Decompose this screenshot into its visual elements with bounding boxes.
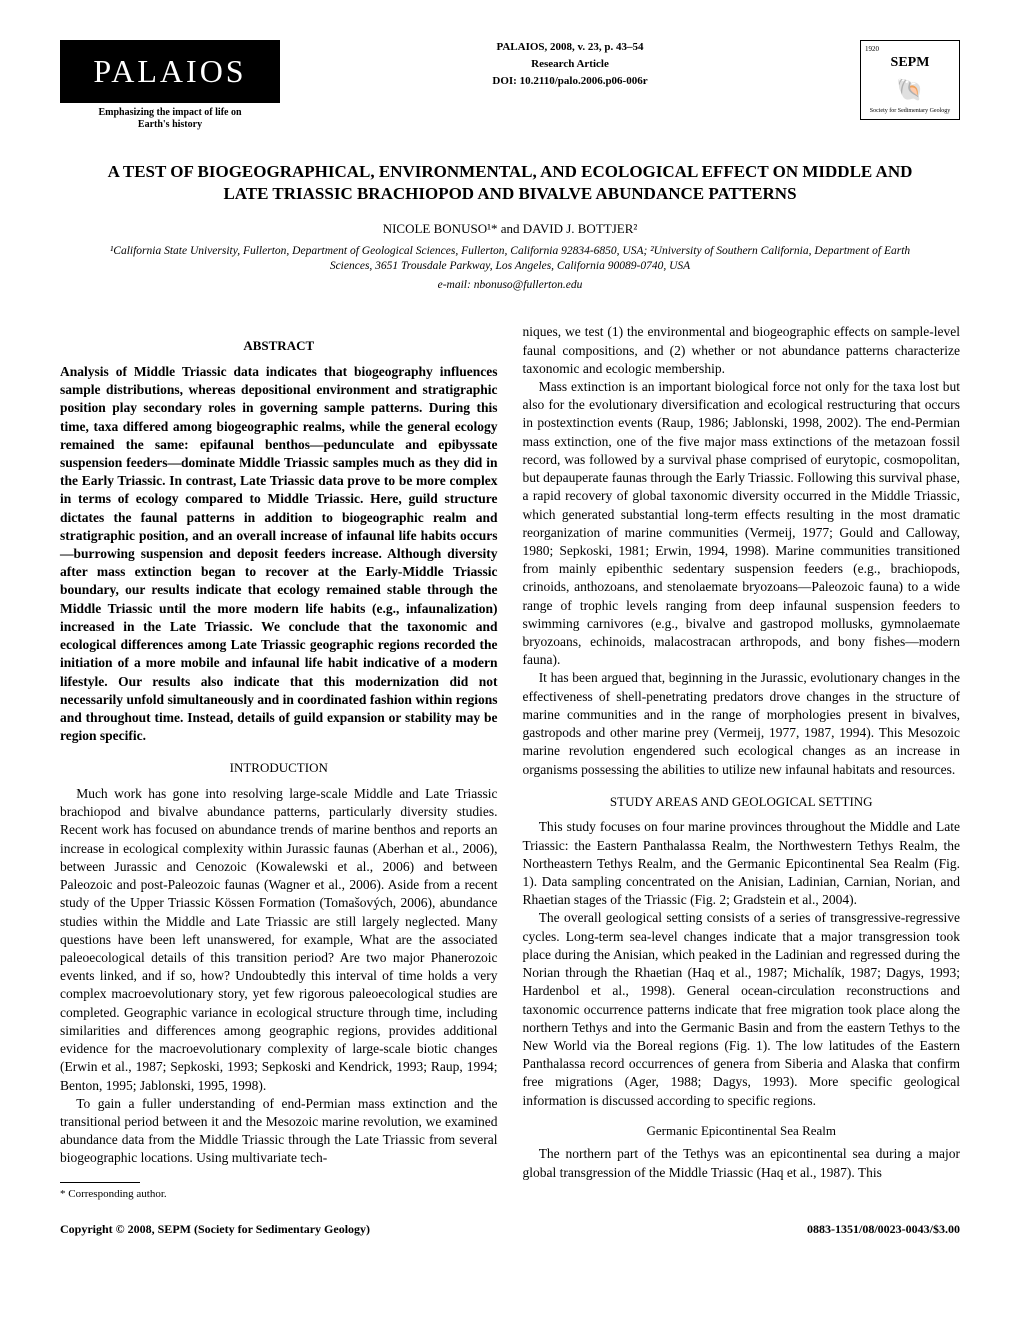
study-paragraph-2: The overall geological setting consists … [523,909,961,1109]
sepm-logo: 1920 SEPM 🐚 Society for Sedimentary Geol… [860,40,960,120]
footnote-separator [60,1182,140,1183]
sepm-subtitle: Society for Sedimentary Geology [865,107,955,115]
germanic-paragraph-1: The northern part of the Tethys was an e… [523,1145,961,1181]
col2-paragraph-3: It has been argued that, beginning in th… [523,669,961,778]
author-email: e-mail: nbonuso@fullerton.edu [60,278,960,294]
col2-continuation: niques, we test (1) the environmental an… [523,323,961,378]
intro-paragraph-2: To gain a fuller understanding of end-Pe… [60,1095,498,1168]
study-paragraph-1: This study focuses on four marine provin… [523,818,961,909]
sepm-year: 1920 [865,45,955,54]
journal-tagline: Emphasizing the impact of life on Earth'… [60,107,280,131]
abstract-text: Analysis of Middle Triassic data indicat… [60,363,498,746]
doi-line: DOI: 10.2110/palo.2006.p06-006r [420,74,720,89]
affiliations: ¹California State University, Fullerton,… [90,244,930,274]
page-footer: Copyright © 2008, SEPM (Society for Sedi… [60,1221,960,1237]
col2-paragraph-2: Mass extinction is an important biologic… [523,378,961,670]
intro-paragraph-1: Much work has gone into resolving large-… [60,785,498,1095]
article-type: Research Article [420,57,720,72]
germanic-subheading: Germanic Epicontinental Sea Realm [523,1122,961,1140]
abstract-heading: ABSTRACT [60,337,498,355]
journal-logo: PALAIOS [60,40,280,103]
body-columns: ABSTRACT Analysis of Middle Triassic dat… [60,323,960,1201]
header-citation-block: PALAIOS, 2008, v. 23, p. 43–54 Research … [420,40,720,89]
sepm-shell-icon: 🐚 [865,75,955,105]
corresponding-author-footnote: * Corresponding author. [60,1187,498,1202]
page-header: PALAIOS Emphasizing the impact of life o… [60,40,960,131]
study-areas-heading: STUDY AREAS AND GEOLOGICAL SETTING [523,793,961,811]
author-line: NICOLE BONUSO¹* and DAVID J. BOTTJER² [60,220,960,238]
introduction-heading: INTRODUCTION [60,759,498,777]
sepm-text: SEPM [865,54,955,73]
issn-line: 0883-1351/08/0023-0043/$3.00 [807,1221,960,1237]
citation-line: PALAIOS, 2008, v. 23, p. 43–54 [420,40,720,55]
journal-logo-block: PALAIOS Emphasizing the impact of life o… [60,40,280,131]
copyright-line: Copyright © 2008, SEPM (Society for Sedi… [60,1221,370,1237]
article-title: A TEST OF BIOGEOGRAPHICAL, ENVIRONMENTAL… [100,161,920,205]
